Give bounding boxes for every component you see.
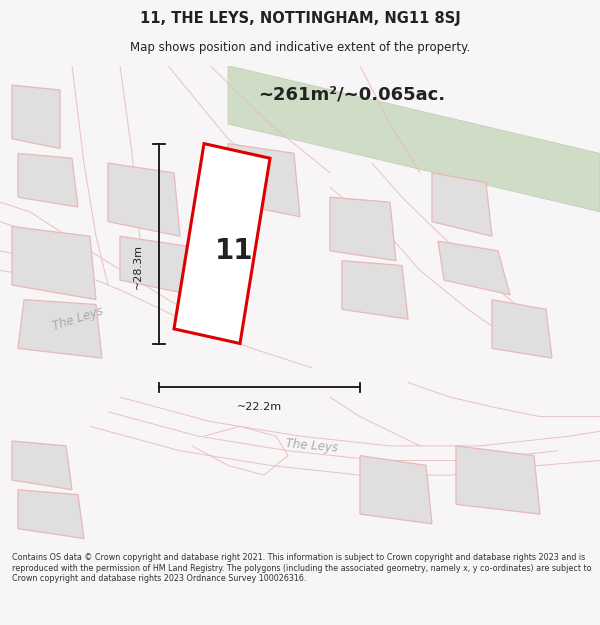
Polygon shape: [360, 456, 432, 524]
Text: Map shows position and indicative extent of the property.: Map shows position and indicative extent…: [130, 41, 470, 54]
Text: ~28.3m: ~28.3m: [133, 244, 143, 289]
Text: The Leys: The Leys: [285, 437, 339, 454]
Polygon shape: [108, 163, 180, 236]
Polygon shape: [174, 144, 270, 344]
Polygon shape: [120, 236, 192, 295]
Polygon shape: [342, 261, 408, 319]
Text: ~261m²/~0.065ac.: ~261m²/~0.065ac.: [258, 86, 445, 104]
Text: Contains OS data © Crown copyright and database right 2021. This information is : Contains OS data © Crown copyright and d…: [12, 553, 592, 583]
Text: ~22.2m: ~22.2m: [237, 402, 282, 412]
Polygon shape: [18, 153, 78, 207]
Polygon shape: [438, 241, 510, 295]
Polygon shape: [12, 441, 72, 490]
Polygon shape: [228, 144, 300, 217]
Polygon shape: [432, 173, 492, 236]
Polygon shape: [18, 490, 84, 539]
Polygon shape: [492, 299, 552, 358]
Text: 11, THE LEYS, NOTTINGHAM, NG11 8SJ: 11, THE LEYS, NOTTINGHAM, NG11 8SJ: [140, 11, 460, 26]
Polygon shape: [228, 66, 600, 212]
Polygon shape: [456, 446, 540, 514]
Text: 11: 11: [215, 237, 253, 265]
Polygon shape: [12, 85, 60, 149]
Polygon shape: [330, 198, 396, 261]
Polygon shape: [12, 226, 96, 299]
Text: The Leys: The Leys: [51, 305, 105, 333]
Polygon shape: [18, 299, 102, 358]
